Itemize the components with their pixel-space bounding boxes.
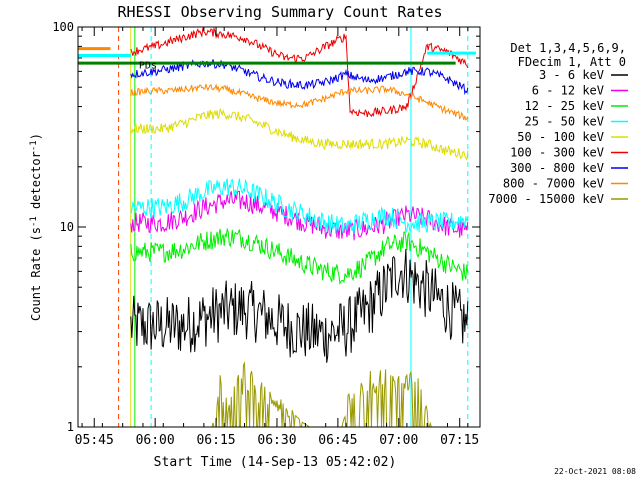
- series-800-7000-keV: [130, 83, 469, 121]
- legend-label: 800 - 7000 keV: [503, 177, 604, 191]
- series-6-12-keV: [130, 190, 469, 241]
- x-tick-label: 06:00: [136, 433, 175, 448]
- series-line: [130, 227, 469, 285]
- legend: Det 1,3,4,5,6,9, FDecim 1, Att 0 3 - 6 k…: [488, 41, 628, 206]
- y-axis-label-part1: Count Rate (s: [29, 227, 43, 321]
- legend-label: 7000 - 15000 keV: [488, 192, 604, 206]
- x-tick-label: 06:30: [257, 433, 296, 448]
- y-tick-label: 100: [52, 20, 74, 34]
- legend-label: 25 - 50 keV: [525, 115, 604, 129]
- y-axis-label-part2: detector: [29, 151, 43, 216]
- y-axis-label-sup1: -1: [29, 216, 39, 227]
- x-tick-label: 06:45: [318, 433, 357, 448]
- series-300-800-keV: [130, 58, 469, 96]
- y-tick-label: 1: [67, 420, 74, 434]
- legend-label: 3 - 6 keV: [539, 68, 604, 82]
- series-12-25-keV: [130, 227, 469, 285]
- x-tick-label: 06:15: [196, 433, 235, 448]
- series-line: [130, 58, 469, 96]
- series-line: [130, 178, 469, 235]
- y-axis-label: Count Rate (s-1 detector-1): [29, 133, 43, 321]
- x-tick-label: 07:15: [440, 433, 479, 448]
- x-tick-label: 05:45: [75, 433, 114, 448]
- legend-label: 12 - 25 keV: [525, 99, 604, 113]
- annotation-label: PDs: [139, 61, 157, 72]
- y-axis-label-sup2: -1: [29, 140, 39, 151]
- chart-title: RHESSI Observing Summary Count Rates: [117, 3, 442, 21]
- y-tick-label: 10: [60, 220, 74, 234]
- x-tick-label: 07:00: [379, 433, 418, 448]
- legend-label: 300 - 800 keV: [510, 161, 604, 175]
- x-axis-label: Start Time (14-Sep-13 05:42:02): [154, 455, 397, 470]
- footer-timestamp: 22-Oct-2021 08:08: [554, 467, 636, 476]
- series-line: [130, 107, 469, 161]
- series-line: [130, 248, 469, 363]
- legend-label: 6 - 12 keV: [532, 84, 604, 98]
- series-3-6-keV: [130, 248, 469, 363]
- legend-label: 50 - 100 keV: [517, 130, 604, 144]
- x-axis: 05:45 06:00 06:15 06:30 06:45 07:00 07:15: [75, 27, 479, 448]
- series-25-50-keV: [130, 178, 469, 235]
- series-line: [130, 190, 469, 241]
- series-line: [130, 83, 469, 121]
- legend-header-line1: Det 1,3,4,5,6,9,: [510, 41, 626, 55]
- series-50-100-keV: [130, 107, 469, 161]
- legend-header-line2: FDecim 1, Att 0: [518, 55, 626, 69]
- y-axis: 1 10 100: [52, 20, 480, 434]
- y-axis-label-part3: ): [29, 133, 43, 140]
- legend-label: 100 - 300 keV: [510, 146, 604, 160]
- plot-area: PDs: [78, 26, 476, 428]
